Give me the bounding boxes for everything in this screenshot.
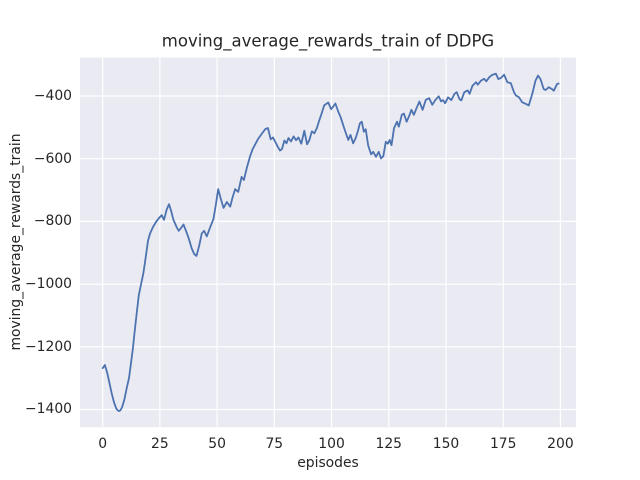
x-tick-label: 125 <box>375 436 403 452</box>
x-tick-label: 200 <box>547 436 574 452</box>
x-tick-label: 50 <box>208 436 226 452</box>
y-tick-label: −1400 <box>25 401 72 418</box>
x-tick-label: 0 <box>98 436 108 452</box>
y-tick-label: −1200 <box>25 338 72 355</box>
x-tick-label: 100 <box>318 436 345 452</box>
x-tick-label: 75 <box>265 436 284 452</box>
y-tick-label: −600 <box>33 150 72 167</box>
y-tick-label: −1000 <box>25 276 72 293</box>
y-axis-label: moving_average_rewards_train <box>8 133 24 351</box>
chart-title: moving_average_rewards_train of DDPG <box>161 31 495 51</box>
y-tick-label: −400 <box>33 88 72 104</box>
x-tick-label: 25 <box>151 436 169 452</box>
x-tick-label: 175 <box>489 436 517 452</box>
x-axis-label: episodes <box>297 455 359 471</box>
x-tick-label: 150 <box>432 436 460 452</box>
y-tick-label: −800 <box>33 213 72 230</box>
